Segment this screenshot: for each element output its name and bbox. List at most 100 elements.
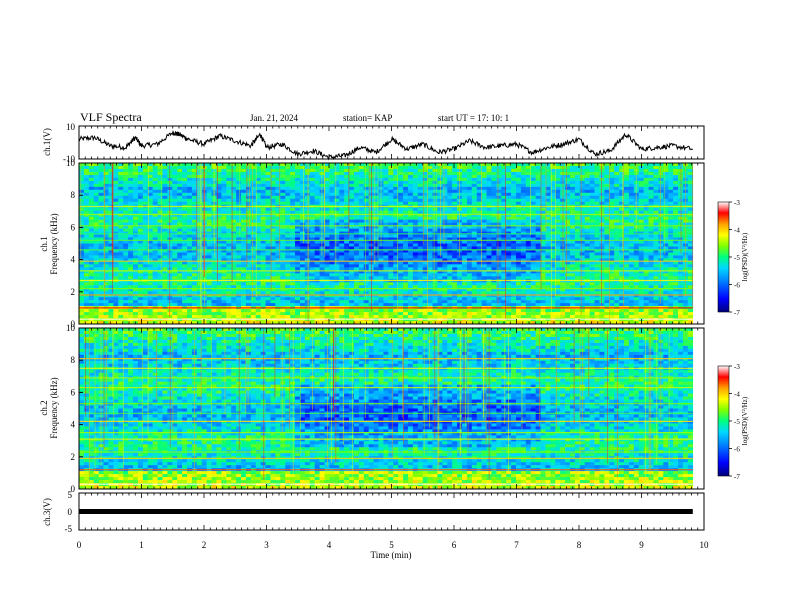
spectrogram-cell	[196, 174, 203, 179]
spectrogram-cell	[589, 246, 595, 250]
spectrogram-cell	[172, 243, 178, 247]
spectrogram-cell	[609, 273, 615, 277]
spectrogram-cell	[118, 219, 124, 223]
spectrogram-cell	[373, 174, 379, 179]
spectrogram-cell	[231, 219, 237, 223]
spectrogram-cell	[427, 234, 433, 238]
spectrogram-cell	[668, 249, 674, 253]
spectrogram-cell	[196, 246, 203, 250]
spectrogram-cell	[299, 177, 306, 182]
spectrogram-cell	[245, 234, 252, 238]
spectrogram-cell	[393, 249, 399, 253]
spectrogram-cell	[496, 168, 502, 173]
spectrogram-cell	[137, 261, 144, 265]
spectrogram-cell	[260, 270, 266, 274]
spectrogram-cell	[196, 249, 203, 253]
spectrogram-cell	[83, 163, 90, 167]
spectrogram-cell	[118, 276, 124, 280]
spectrogram-cell	[427, 276, 433, 280]
spectrogram-cell	[83, 180, 90, 185]
spectrogram-cell	[643, 270, 649, 274]
spectrogram-cell	[187, 273, 193, 277]
spectrogram-cell	[555, 168, 561, 173]
spectrogram-cell	[123, 246, 129, 250]
spectrogram-cell	[123, 213, 129, 217]
spectrogram-cell	[540, 171, 546, 176]
spectrogram-cell	[579, 177, 586, 182]
spectrogram-cell	[422, 168, 428, 173]
spectrogram-cell	[461, 240, 468, 244]
spectrogram-cell	[79, 213, 85, 217]
spectrogram-cell	[226, 219, 232, 223]
spectrogram-cell	[191, 228, 198, 232]
spectrogram-cell	[157, 195, 163, 200]
spectrogram-cell	[250, 255, 257, 259]
spectrogram-cell	[363, 252, 369, 256]
spectrogram-cell	[574, 273, 581, 277]
spectrogram-cell	[353, 270, 360, 274]
spectrogram-cell	[609, 237, 615, 241]
spectrogram-cell	[245, 246, 252, 250]
spectrogram-cell	[452, 243, 458, 247]
spectrogram-cell	[216, 210, 222, 214]
spectrogram-cell	[687, 210, 694, 214]
spectrogram-cell	[555, 198, 561, 203]
spectrogram-cell	[280, 225, 286, 229]
spectrogram-cell	[584, 252, 590, 256]
spectrogram-cell	[260, 240, 266, 244]
spectrogram-cell	[388, 186, 394, 191]
spectrogram-cell	[506, 237, 512, 241]
spectrogram-cell	[427, 171, 433, 176]
spectrogram-cell	[653, 174, 659, 179]
spectrogram-cell	[344, 258, 350, 262]
spectrogram-cell	[393, 252, 399, 256]
spectrogram-cell	[88, 168, 95, 173]
spectrogram-cell	[643, 180, 649, 185]
spectrogram-cell	[221, 186, 227, 191]
spectrogram-cell	[403, 255, 409, 259]
spectrogram-cell	[88, 240, 95, 244]
spectrogram-cell	[236, 198, 242, 203]
spectrogram-cell	[103, 195, 109, 200]
spectrogram-cell	[152, 216, 158, 220]
spectrogram-cell	[589, 189, 595, 194]
spectrogram-cell	[309, 276, 315, 280]
spectrogram-cell	[481, 168, 487, 173]
spectrogram-cell	[265, 276, 271, 280]
spectrogram-cell	[638, 177, 644, 182]
spectrogram-cell	[206, 243, 212, 247]
spectrogram-cell	[142, 168, 149, 173]
spectrogram-cell	[584, 216, 590, 220]
spectrogram-cell	[285, 171, 291, 176]
spectrogram-cell	[407, 180, 414, 185]
spectrogram-cell	[137, 201, 144, 206]
spectrogram-cell	[388, 219, 394, 223]
spectrogram-cell	[452, 252, 458, 256]
spectrogram-cell	[628, 177, 635, 182]
spectrogram-cell	[574, 240, 581, 244]
spectrogram-cell	[329, 177, 335, 182]
spectrogram-cell	[103, 240, 109, 244]
spectrogram-cell	[653, 165, 659, 170]
spectrogram-cell	[88, 174, 95, 179]
spectrogram-cell	[113, 219, 119, 223]
spectrogram-cell	[334, 165, 340, 170]
spectrogram-cell	[599, 261, 605, 265]
spectrogram-cell	[407, 252, 414, 256]
spectrogram-cell	[324, 198, 330, 203]
spectrogram-cell	[506, 219, 512, 223]
spectrogram-cell	[393, 216, 399, 220]
spectrogram-cell	[270, 177, 276, 182]
spectrogram-cell	[476, 171, 482, 176]
spectrogram-cell	[383, 171, 389, 176]
spectrogram-cell	[93, 261, 99, 265]
spectrogram-cell	[196, 264, 203, 268]
spectrogram-cell	[206, 186, 212, 191]
spectrogram-cell	[93, 237, 99, 241]
spectrogram-cell	[648, 270, 654, 274]
spectrogram-cell	[79, 273, 85, 277]
spectrogram-cell	[270, 213, 276, 217]
spectrogram-cell	[648, 237, 654, 241]
spectrogram-cell	[93, 240, 99, 244]
spectrogram-cell	[152, 189, 158, 194]
